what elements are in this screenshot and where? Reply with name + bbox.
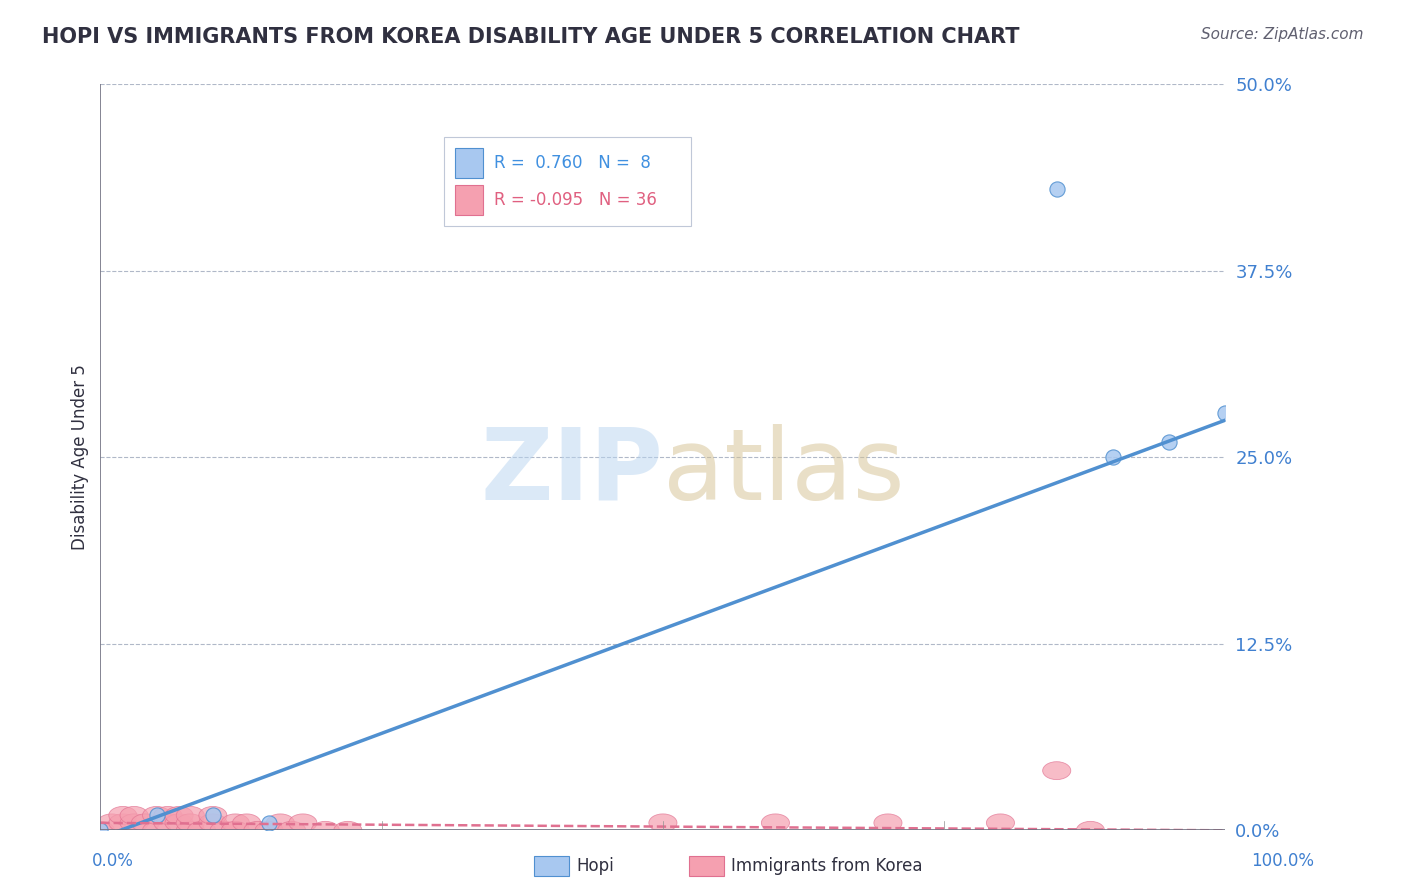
Ellipse shape: [165, 814, 193, 832]
Ellipse shape: [120, 806, 148, 824]
Text: Immigrants from Korea: Immigrants from Korea: [731, 857, 922, 875]
Ellipse shape: [232, 814, 260, 832]
Ellipse shape: [153, 806, 181, 824]
Ellipse shape: [131, 814, 159, 832]
Ellipse shape: [1043, 762, 1071, 780]
Ellipse shape: [221, 822, 249, 839]
Ellipse shape: [86, 822, 114, 839]
Text: R =  0.760   N =  8: R = 0.760 N = 8: [494, 153, 651, 172]
Ellipse shape: [187, 822, 215, 839]
Ellipse shape: [243, 822, 271, 839]
Ellipse shape: [333, 822, 361, 839]
Text: R = -0.095   N = 36: R = -0.095 N = 36: [494, 191, 657, 209]
Ellipse shape: [209, 822, 238, 839]
Ellipse shape: [108, 814, 136, 832]
Point: [1046, 182, 1069, 196]
Ellipse shape: [153, 814, 181, 832]
Ellipse shape: [311, 822, 339, 839]
Point: [257, 815, 280, 830]
Ellipse shape: [648, 814, 676, 832]
Ellipse shape: [288, 814, 316, 832]
Text: HOPI VS IMMIGRANTS FROM KOREA DISABILITY AGE UNDER 5 CORRELATION CHART: HOPI VS IMMIGRANTS FROM KOREA DISABILITY…: [42, 27, 1019, 46]
Text: 0.0%: 0.0%: [91, 852, 134, 870]
Ellipse shape: [142, 806, 170, 824]
Point: [201, 808, 224, 822]
Ellipse shape: [108, 806, 136, 824]
Text: atlas: atlas: [662, 424, 904, 521]
Ellipse shape: [198, 814, 226, 832]
Point: [1215, 406, 1237, 420]
Point: [1159, 435, 1181, 450]
Ellipse shape: [176, 814, 204, 832]
FancyBboxPatch shape: [443, 136, 690, 227]
Point: [145, 808, 167, 822]
Ellipse shape: [875, 814, 903, 832]
Text: Hopi: Hopi: [576, 857, 614, 875]
Ellipse shape: [176, 822, 204, 839]
Ellipse shape: [165, 806, 193, 824]
Text: 100.0%: 100.0%: [1251, 852, 1315, 870]
Point: [1102, 450, 1125, 465]
Ellipse shape: [120, 814, 148, 832]
Ellipse shape: [221, 814, 249, 832]
Point: [89, 823, 111, 838]
Ellipse shape: [254, 822, 283, 839]
Ellipse shape: [176, 806, 204, 824]
Text: Source: ZipAtlas.com: Source: ZipAtlas.com: [1201, 27, 1364, 42]
Text: ZIP: ZIP: [479, 424, 662, 521]
FancyBboxPatch shape: [454, 186, 482, 215]
Ellipse shape: [762, 814, 790, 832]
Ellipse shape: [1077, 822, 1105, 839]
Ellipse shape: [142, 822, 170, 839]
Ellipse shape: [97, 814, 125, 832]
Ellipse shape: [987, 814, 1015, 832]
Ellipse shape: [266, 814, 294, 832]
Y-axis label: Disability Age Under 5: Disability Age Under 5: [72, 365, 89, 550]
FancyBboxPatch shape: [454, 148, 482, 178]
Ellipse shape: [277, 822, 305, 839]
Ellipse shape: [198, 806, 226, 824]
